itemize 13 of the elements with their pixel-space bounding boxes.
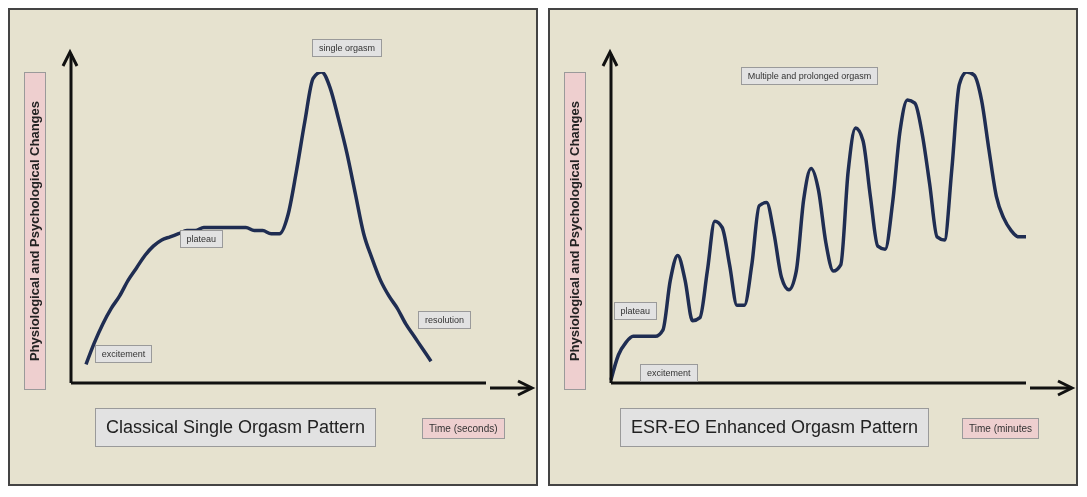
y-axis-title: Physiological and Psychological Changes: [24, 72, 46, 390]
annotation: plateau: [613, 301, 658, 320]
annotation: excitement: [94, 344, 153, 363]
x-axis-title: Time (seconds): [422, 418, 505, 439]
text: Classical Single Orgasm Pattern: [95, 408, 377, 447]
text: single orgasm: [312, 38, 383, 57]
annotation: Multiple and prolonged orgasm: [740, 67, 879, 86]
annotation: excitement: [640, 363, 698, 382]
x-axis-title: Time (minutes: [962, 418, 1039, 439]
text: ESR-EO Enhanced Orgasm Pattern: [620, 408, 930, 447]
annotation: plateau: [179, 229, 224, 248]
y-axis-title: Physiological and Psychological Changes: [564, 72, 586, 390]
annotation: resolution: [418, 311, 472, 330]
